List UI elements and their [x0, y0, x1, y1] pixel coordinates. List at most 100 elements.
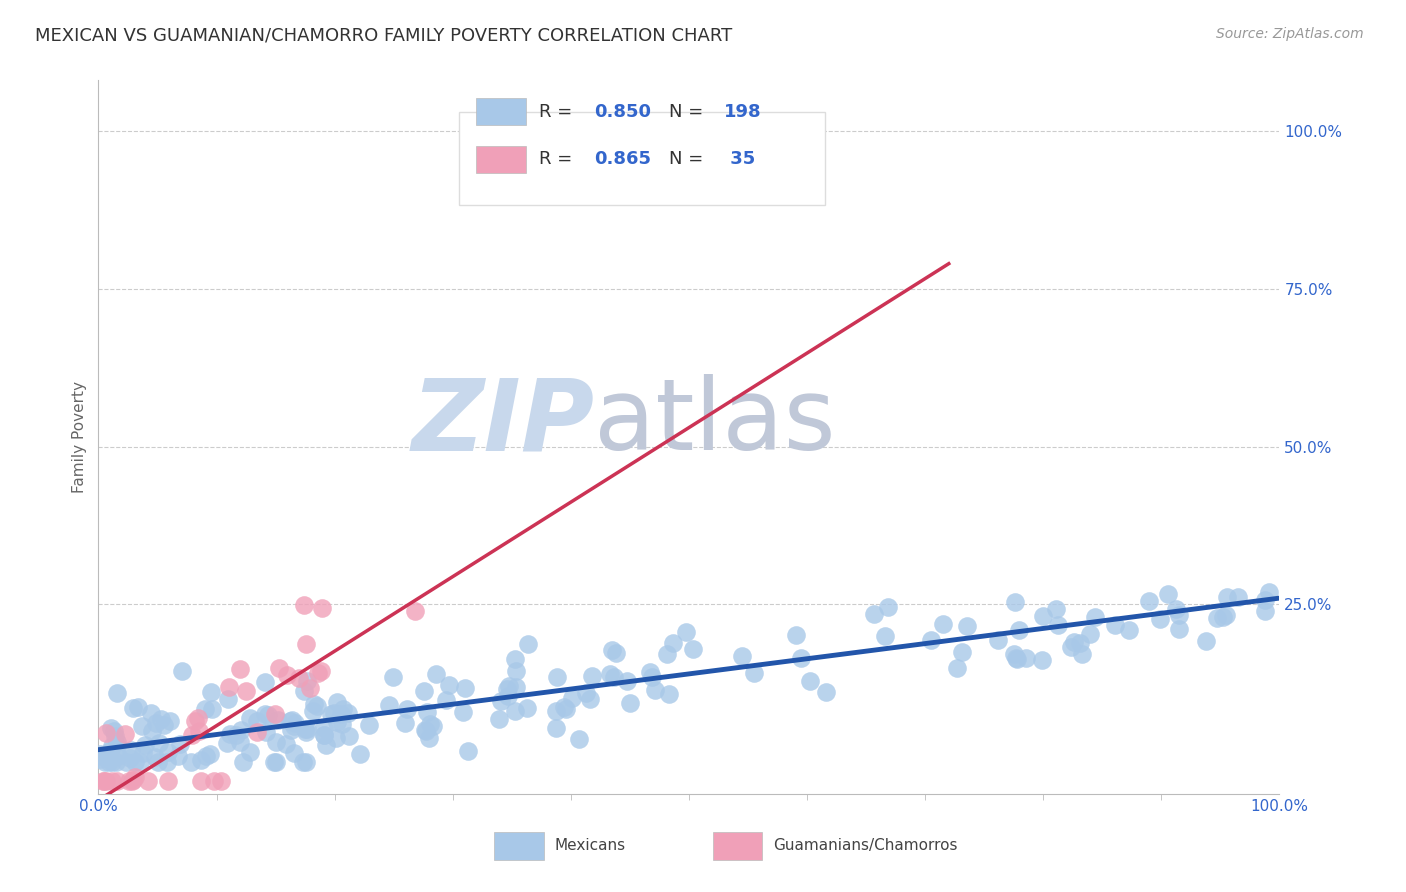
Point	[1118, 623, 1140, 637]
Point	[107, 748, 129, 763]
Text: MEXICAN VS GUAMANIAN/CHAMORRO FAMILY POVERTY CORRELATION CHART: MEXICAN VS GUAMANIAN/CHAMORRO FAMILY POV…	[35, 27, 733, 45]
Point	[731, 648, 754, 663]
Point	[217, 692, 239, 706]
Point	[127, 700, 149, 714]
Point	[94, 756, 117, 770]
Point	[145, 716, 167, 731]
Point	[1032, 608, 1054, 623]
Point	[218, 680, 240, 694]
Point	[1216, 591, 1239, 605]
Point	[330, 707, 353, 722]
Point	[153, 717, 176, 731]
Point	[616, 674, 638, 689]
Point	[209, 774, 232, 789]
Point	[100, 739, 122, 753]
Point	[1215, 607, 1237, 622]
Point	[1167, 622, 1189, 636]
Point	[146, 756, 169, 770]
Point	[305, 698, 328, 713]
Point	[148, 736, 170, 750]
Point	[1078, 626, 1101, 640]
Point	[1137, 593, 1160, 607]
Point	[1253, 593, 1275, 607]
Point	[104, 729, 127, 743]
Point	[544, 704, 567, 718]
Point	[105, 686, 128, 700]
Point	[451, 705, 474, 719]
Text: N =: N =	[669, 103, 709, 120]
Point	[101, 756, 124, 770]
Point	[302, 704, 325, 718]
FancyBboxPatch shape	[477, 98, 526, 125]
Point	[239, 711, 262, 725]
Point	[337, 706, 360, 720]
Point	[143, 749, 166, 764]
FancyBboxPatch shape	[477, 146, 526, 173]
Point	[675, 625, 697, 640]
FancyBboxPatch shape	[458, 112, 825, 205]
Point	[312, 728, 335, 742]
Point	[295, 637, 318, 651]
Point	[404, 604, 426, 618]
Point	[118, 751, 141, 765]
Point	[114, 727, 136, 741]
Point	[1059, 640, 1081, 655]
Point	[661, 636, 683, 650]
Point	[1015, 651, 1038, 665]
Point	[292, 684, 315, 698]
Point	[307, 665, 329, 680]
Point	[544, 721, 567, 735]
Point	[187, 723, 209, 738]
Point	[231, 723, 253, 738]
Point	[325, 714, 347, 729]
Point	[202, 774, 225, 789]
Point	[357, 718, 380, 732]
Point	[495, 681, 517, 696]
Point	[124, 756, 146, 770]
Point	[337, 730, 360, 744]
Point	[1206, 611, 1229, 625]
Point	[101, 774, 124, 789]
Point	[491, 694, 513, 708]
Point	[325, 731, 347, 746]
Point	[295, 674, 318, 689]
Point	[956, 619, 979, 633]
Point	[1258, 585, 1281, 599]
Point	[267, 714, 290, 728]
Point	[198, 747, 221, 762]
Point	[295, 756, 318, 770]
Text: R =: R =	[538, 151, 578, 169]
Point	[1195, 633, 1218, 648]
Point	[91, 749, 114, 764]
Point	[89, 747, 111, 761]
Point	[931, 617, 953, 632]
Point	[217, 736, 239, 750]
Point	[136, 774, 159, 789]
Point	[496, 689, 519, 703]
Point	[121, 773, 143, 788]
Point	[516, 701, 538, 715]
Point	[434, 692, 457, 706]
Point	[291, 756, 314, 770]
Point	[91, 774, 114, 789]
Point	[294, 722, 316, 736]
Point	[638, 665, 661, 679]
Point	[1007, 623, 1029, 637]
Point	[412, 684, 434, 698]
Point	[280, 723, 302, 737]
Point	[815, 685, 838, 699]
Point	[200, 685, 222, 699]
Point	[105, 756, 128, 770]
Point	[263, 707, 285, 722]
Point	[156, 756, 179, 770]
Point	[799, 674, 821, 689]
Point	[1071, 647, 1094, 661]
Point	[96, 726, 118, 740]
Point	[315, 739, 337, 753]
Point	[1149, 612, 1171, 626]
Point	[295, 725, 318, 739]
Point	[121, 701, 143, 715]
Point	[1007, 652, 1029, 666]
Text: 35: 35	[724, 151, 755, 169]
Point	[132, 746, 155, 760]
